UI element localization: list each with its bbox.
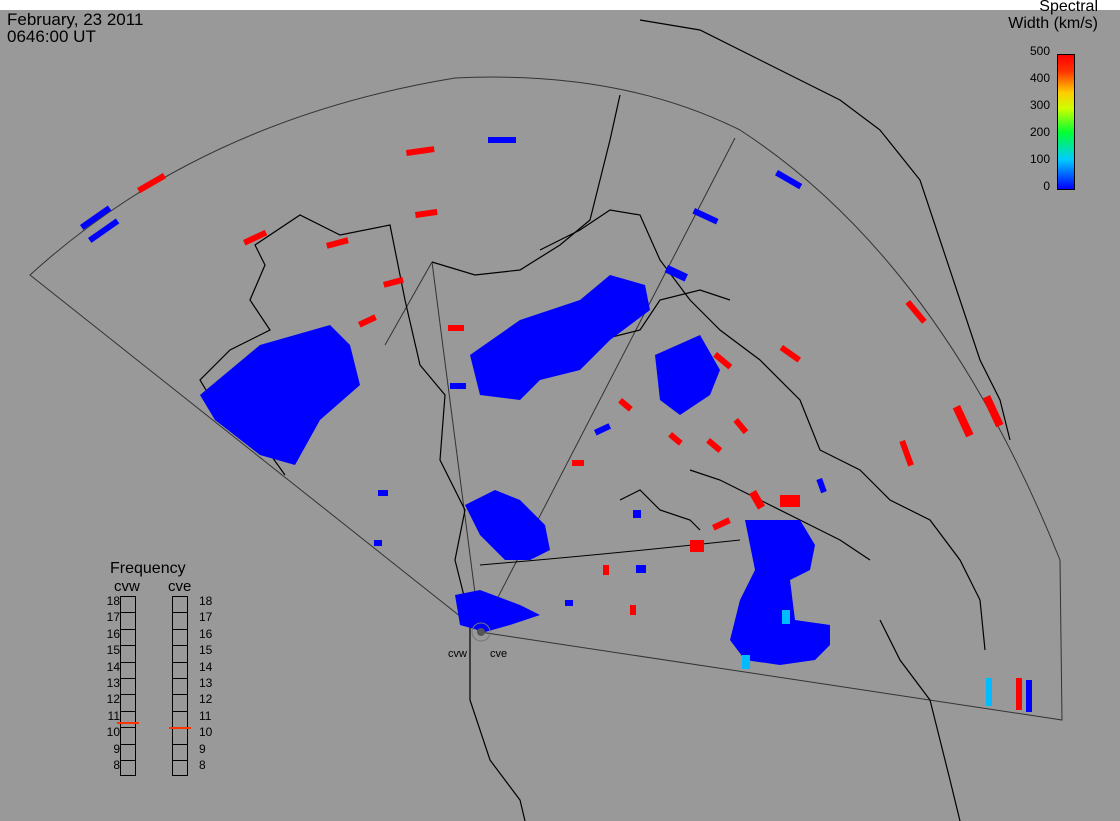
radar-label-west: cvw (448, 648, 467, 660)
frequency-column-cvw (120, 596, 136, 776)
colorbar-gradient (1057, 54, 1075, 190)
frequency-scale-label: 11 (199, 708, 212, 723)
frequency-scale-label: 17 (199, 610, 213, 625)
frequency-scale-label: 15 (199, 643, 213, 658)
echo-near-radar (455, 590, 540, 632)
radar-site-marker (477, 628, 485, 636)
plot-date: February, 23 2011 (7, 10, 144, 29)
frequency-scale-label: 18 (199, 594, 213, 608)
plot-time: 0646:00 UT (7, 27, 96, 46)
frequency-scale-label: 13 (199, 676, 213, 690)
frequency-marker-cve (169, 727, 191, 730)
frequency-scale-label: 12 (106, 692, 120, 707)
frequency-title: Frequency (110, 560, 186, 577)
frequency-scale-label: 14 (199, 659, 213, 674)
frequency-marker-cvw (117, 722, 139, 725)
colorbar-tick: 400 (1029, 71, 1050, 85)
colorbar-title: Spectral Width (km/s) (1008, 0, 1098, 32)
frequency-scale-label: 14 (106, 659, 120, 674)
frequency-left-radar: cvw (114, 578, 140, 595)
colorbar-title-line1: Spectral (1039, 0, 1098, 15)
frequency-scale-label: 12 (199, 692, 213, 707)
echo-blue-prairies (465, 490, 550, 560)
echo-red-scatter (137, 146, 1022, 710)
colorbar-tick: 100 (1029, 152, 1050, 166)
coastline (199, 19, 1011, 821)
echo-cyan-patches (742, 610, 992, 706)
frequency-scale-label: 9 (113, 741, 120, 756)
frequency-scale-label: 16 (199, 626, 213, 641)
colorbar-tick: 500 (1029, 44, 1050, 58)
colorbar-tick: 300 (1029, 98, 1050, 112)
radar-label-east: cve (490, 648, 508, 660)
echo-blue-arctic (470, 275, 720, 415)
plot-timestamp: February, 23 2011 0646:00 UT (7, 11, 143, 45)
frequency-right-radar: cve (168, 578, 192, 595)
frequency-scale-label: 8 (199, 758, 206, 772)
top-strip (0, 0, 1120, 10)
boundary-line (479, 539, 741, 566)
frequency-scale-label: 18 (106, 594, 120, 608)
echo-blue-scatter (80, 137, 1032, 712)
echo-blue-alaska (200, 325, 360, 465)
frequency-scale-label: 10 (199, 725, 213, 740)
frequency-scale-label: 9 (199, 741, 206, 756)
frequency-column-cve (172, 596, 188, 776)
frequency-scale-label: 8 (113, 758, 120, 772)
frequency-scale-label: 10 (106, 725, 120, 740)
frequency-scale-label: 17 (106, 610, 120, 625)
colorbar-title-line2: Width (km/s) (1008, 15, 1098, 32)
echo-blue-central (730, 520, 830, 665)
frequency-scale-label: 16 (106, 626, 120, 641)
frequency-scale-label: 13 (106, 676, 120, 690)
frequency-scale-label: 11 (107, 708, 120, 723)
frequency-scale-label: 15 (106, 643, 120, 658)
colorbar-tick: 200 (1029, 125, 1050, 139)
colorbar-tick: 0 (1043, 179, 1050, 193)
